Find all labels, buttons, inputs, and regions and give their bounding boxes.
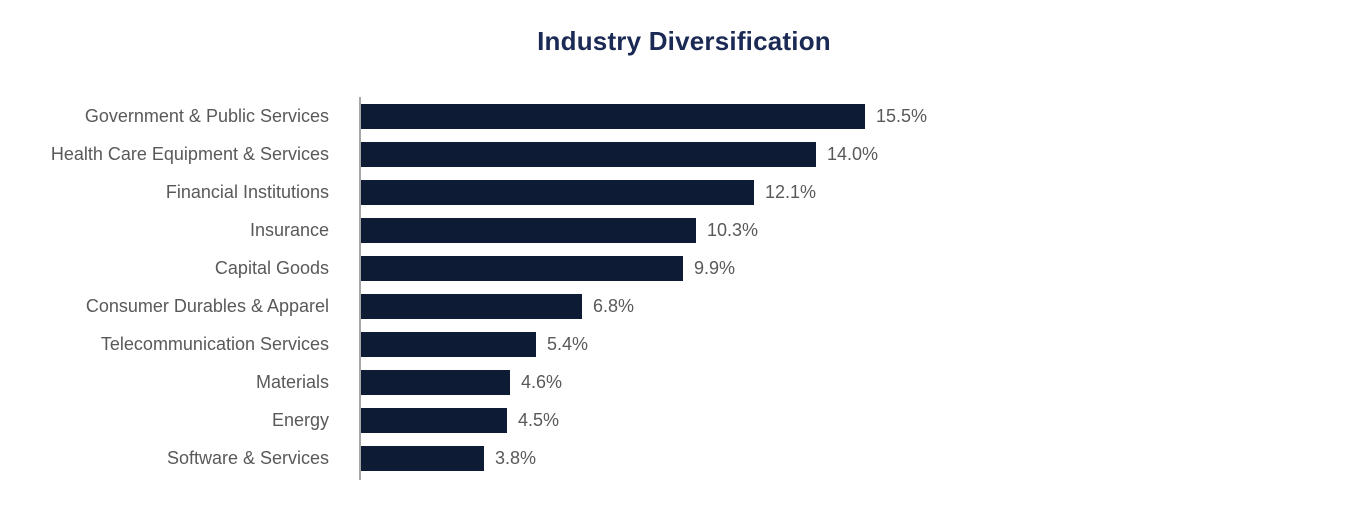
bar-row: Telecommunication Services 5.4% <box>0 325 1368 363</box>
category-label: Software & Services <box>166 447 329 468</box>
value-label: 4.6% <box>521 371 563 392</box>
value-label: 12.1% <box>765 181 817 202</box>
bar-rows: Government & Public Services 15.5% Healt… <box>0 97 1368 477</box>
value-label: 6.8% <box>593 295 635 316</box>
category-label: Government & Public Services <box>84 105 329 126</box>
category-label: Financial Institutions <box>165 181 329 202</box>
bar <box>360 141 816 167</box>
category-label: Telecommunication Services <box>100 333 329 354</box>
bar-row: Energy 4.5% <box>0 401 1368 439</box>
bar <box>360 331 536 357</box>
bar-row: Software & Services 3.8% <box>0 439 1368 477</box>
bar-row: Capital Goods 9.9% <box>0 249 1368 287</box>
bar-row: Insurance 10.3% <box>0 211 1368 249</box>
chart-title: Industry Diversification <box>537 26 831 56</box>
value-label: 4.5% <box>518 409 560 430</box>
value-label: 3.8% <box>495 447 537 468</box>
value-label: 14.0% <box>827 143 879 164</box>
category-label: Health Care Equipment & Services <box>50 143 329 164</box>
value-label: 10.3% <box>707 219 759 240</box>
bar-row: Government & Public Services 15.5% <box>0 97 1368 135</box>
bar-row: Health Care Equipment & Services 14.0% <box>0 135 1368 173</box>
bar-row: Materials 4.6% <box>0 363 1368 401</box>
bar <box>360 255 683 281</box>
bar <box>360 179 754 205</box>
category-label: Consumer Durables & Apparel <box>85 295 329 316</box>
bar <box>360 369 510 395</box>
bar <box>360 407 507 433</box>
y-axis-line <box>359 97 361 480</box>
category-label: Materials <box>255 371 329 392</box>
bar <box>360 445 484 471</box>
value-label: 5.4% <box>547 333 589 354</box>
category-label: Capital Goods <box>214 257 329 278</box>
category-label: Insurance <box>249 219 329 240</box>
bar <box>360 293 582 319</box>
bar <box>360 217 696 243</box>
category-label: Energy <box>271 409 329 430</box>
bar <box>360 103 865 129</box>
bar-row: Financial Institutions 12.1% <box>0 173 1368 211</box>
value-label: 15.5% <box>876 105 928 126</box>
value-label: 9.9% <box>694 257 736 278</box>
bar-row: Consumer Durables & Apparel 6.8% <box>0 287 1368 325</box>
